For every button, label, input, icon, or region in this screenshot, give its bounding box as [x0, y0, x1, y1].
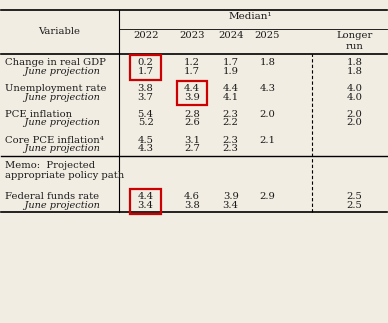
- Text: 1.7: 1.7: [223, 58, 239, 67]
- Text: 4.1: 4.1: [223, 93, 239, 101]
- Text: 4.3: 4.3: [260, 84, 275, 93]
- Text: 3.7: 3.7: [138, 93, 154, 101]
- Text: 2022: 2022: [133, 31, 158, 40]
- Text: 3.8: 3.8: [184, 201, 200, 210]
- Text: 1.7: 1.7: [138, 67, 154, 76]
- Text: 4.5: 4.5: [138, 136, 154, 145]
- Text: 4.6: 4.6: [184, 192, 200, 201]
- Text: 2.6: 2.6: [184, 119, 200, 128]
- Text: June projection: June projection: [12, 201, 100, 210]
- Text: Longer
run: Longer run: [336, 31, 372, 51]
- Text: 4.0: 4.0: [346, 93, 362, 101]
- Text: 1.7: 1.7: [184, 67, 200, 76]
- Text: Change in real GDP: Change in real GDP: [5, 58, 106, 67]
- Text: 5.2: 5.2: [138, 119, 154, 128]
- Text: 4.0: 4.0: [346, 84, 362, 93]
- Text: 3.8: 3.8: [138, 84, 154, 93]
- Text: June projection: June projection: [12, 144, 100, 153]
- Text: 2.3: 2.3: [223, 136, 239, 145]
- Text: Median¹: Median¹: [228, 12, 272, 21]
- Text: 1.2: 1.2: [184, 58, 200, 67]
- Text: Variable: Variable: [38, 27, 80, 36]
- Text: 2.0: 2.0: [346, 119, 362, 128]
- Text: 1.9: 1.9: [223, 67, 239, 76]
- Text: 4.4: 4.4: [138, 192, 154, 201]
- Text: 2.5: 2.5: [346, 192, 362, 201]
- Text: 2.3: 2.3: [223, 110, 239, 119]
- Text: 3.4: 3.4: [223, 201, 239, 210]
- Text: 4.3: 4.3: [138, 144, 154, 153]
- Text: 1.8: 1.8: [260, 58, 275, 67]
- Text: 3.1: 3.1: [184, 136, 200, 145]
- Text: 0.2: 0.2: [138, 58, 154, 67]
- Text: 2.3: 2.3: [223, 144, 239, 153]
- Text: 2.5: 2.5: [346, 201, 362, 210]
- Text: 5.4: 5.4: [138, 110, 154, 119]
- Text: Unemployment rate: Unemployment rate: [5, 84, 106, 93]
- Text: 3.9: 3.9: [184, 93, 200, 101]
- Text: 4.4: 4.4: [223, 84, 239, 93]
- Text: 1.8: 1.8: [346, 58, 362, 67]
- Text: 4.4: 4.4: [184, 84, 200, 93]
- Text: 2025: 2025: [255, 31, 280, 40]
- Text: June projection: June projection: [12, 67, 100, 76]
- Text: 2023: 2023: [179, 31, 205, 40]
- Text: 2.8: 2.8: [184, 110, 200, 119]
- Text: 2.2: 2.2: [223, 119, 239, 128]
- Text: 2.9: 2.9: [260, 192, 275, 201]
- Text: PCE inflation: PCE inflation: [5, 110, 72, 119]
- Text: 3.4: 3.4: [138, 201, 154, 210]
- Text: Core PCE inflation⁴: Core PCE inflation⁴: [5, 136, 103, 145]
- Text: June projection: June projection: [12, 93, 100, 101]
- Text: 2.0: 2.0: [346, 110, 362, 119]
- Text: 2.1: 2.1: [260, 136, 275, 145]
- Text: Memo:  Projected
appropriate policy path: Memo: Projected appropriate policy path: [5, 161, 124, 180]
- Text: June projection: June projection: [12, 119, 100, 128]
- Text: 2024: 2024: [218, 31, 244, 40]
- Text: 2.0: 2.0: [260, 110, 275, 119]
- Text: 1.8: 1.8: [346, 67, 362, 76]
- Text: 2.7: 2.7: [184, 144, 200, 153]
- Text: Federal funds rate: Federal funds rate: [5, 192, 99, 201]
- Text: 3.9: 3.9: [223, 192, 239, 201]
